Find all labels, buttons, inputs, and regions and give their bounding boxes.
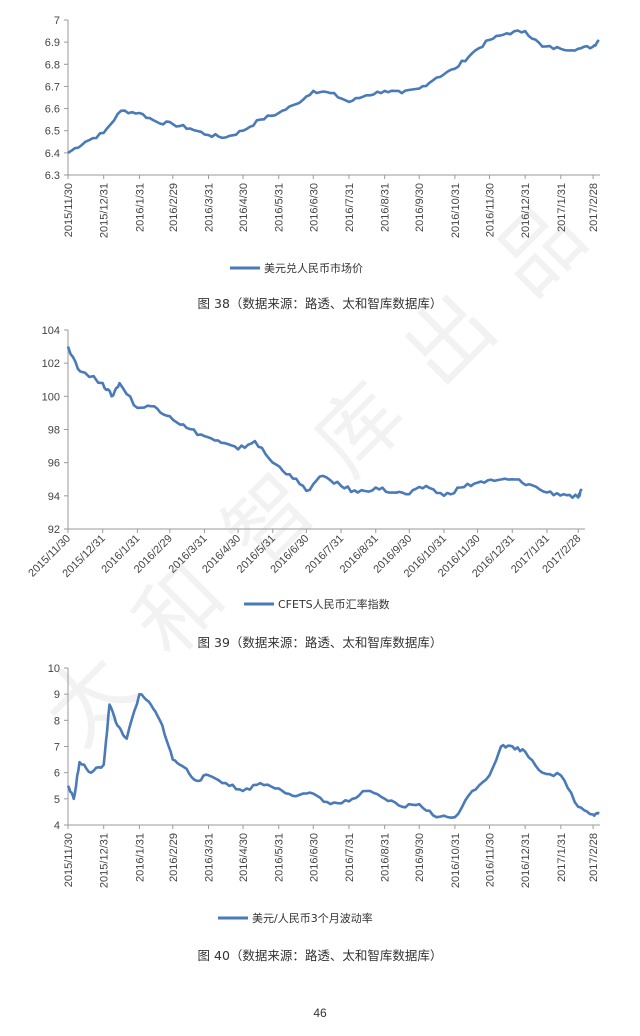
x-tick-label: 2016/9/30 — [414, 183, 426, 232]
y-tick-label: 6.4 — [45, 148, 60, 160]
x-tick-label: 2016/6/30 — [308, 833, 320, 882]
x-tick-label: 2016/3/31 — [203, 183, 215, 232]
y-tick-label: 8 — [54, 715, 60, 727]
y-tick-label: 92 — [48, 524, 60, 536]
y-tick-label: 7 — [54, 15, 60, 27]
x-tick-label: 2016/9/30 — [414, 833, 426, 882]
x-tick-label: 2015/12/31 — [99, 183, 111, 238]
x-tick-label: 2016/2/29 — [168, 833, 180, 882]
x-tick-label: 2016/4/30 — [238, 833, 250, 882]
series-line — [66, 346, 583, 499]
series-line — [67, 29, 600, 155]
y-tick-label: 9 — [54, 689, 60, 701]
x-tick-label: 2016/8/31 — [380, 833, 392, 882]
x-tick-label: 2016/8/31 — [380, 183, 392, 232]
x-tick-label: 2016/7/31 — [344, 833, 356, 882]
y-tick-label: 102 — [42, 358, 60, 370]
x-tick-label: 2016/1/31 — [134, 833, 146, 882]
y-tick-label: 6.7 — [45, 81, 60, 93]
page-number: 46 — [313, 1006, 327, 1020]
chart-usd-cny-rate: 6.3 6.4 6.5 6.6 6.7 6.8 6.9 7 2015/11/30 2015/12/… — [45, 15, 600, 275]
y-tick-label: 96 — [48, 458, 60, 470]
x-tick-label: 2016/10/31 — [450, 183, 462, 238]
x-tick-label: 2016/4/30 — [238, 183, 250, 232]
x-tick-label: 2016/7/31 — [344, 183, 356, 232]
chart-caption-40: 图 40（数据来源：路透、太和智库数据库） — [197, 948, 443, 963]
x-tick-label: 2016/5/31 — [274, 833, 286, 882]
series-line — [66, 692, 600, 819]
y-tick-label: 4 — [54, 820, 60, 832]
y-tick-label: 6.3 — [45, 170, 60, 182]
x-tick-label: 2015/11/30 — [63, 833, 75, 887]
x-tick-label: 2017/1/31 — [556, 833, 568, 882]
y-tick-label: 104 — [42, 325, 60, 337]
legend-label: 美元/人民币3个月波动率 — [252, 911, 373, 925]
y-tick-label: 6.8 — [45, 59, 60, 71]
y-tick-label: 6 — [54, 768, 60, 780]
x-tick-label: 2016/12/31 — [520, 183, 532, 238]
x-tick-label: 2016/2/29 — [168, 183, 180, 232]
chart-cfets-index: 929496981001021042015/11/302015/12/31201… — [26, 325, 585, 611]
y-tick-label: 6.5 — [45, 126, 60, 138]
x-tick-label: 2016/6/30 — [308, 183, 320, 232]
x-tick-label: 2016/10/31 — [450, 833, 462, 888]
x-tick-label: 2016/1/31 — [134, 183, 146, 232]
y-tick-label: 100 — [42, 391, 60, 403]
y-tick-label: 6.9 — [45, 37, 60, 49]
y-tick-label: 94 — [48, 491, 60, 503]
x-tick-label: 2016/11/30 — [484, 183, 496, 237]
x-tick-label: 2017/2/28 — [588, 833, 600, 882]
x-tick-label: 2016/5/31 — [274, 183, 286, 232]
x-tick-label: 2016/12/31 — [520, 833, 532, 888]
chart-caption-39: 图 39（数据来源：路透、太和智库数据库） — [197, 635, 443, 650]
x-tick-label: 2017/1/31 — [556, 183, 568, 232]
y-tick-label: 7 — [54, 742, 60, 754]
y-tick-label: 6.6 — [45, 104, 60, 116]
x-tick-label: 2015/12/31 — [99, 833, 111, 888]
x-tick-label: 2015/11/30 — [63, 183, 75, 237]
x-tick-label: 2016/3/31 — [203, 833, 215, 882]
x-tick-label: 2017/2/28 — [588, 183, 600, 232]
y-tick-label: 5 — [54, 794, 60, 806]
y-tick-label: 98 — [48, 425, 60, 437]
y-tick-label: 10 — [48, 663, 60, 675]
chart-usd-cny-volatility: 4 5 6 7 8 9 10 2015/11/30 2015/12/31 2016/1/31 201… — [48, 663, 600, 925]
chart-caption-38: 图 38（数据来源：路透、太和智库数据库） — [197, 296, 443, 311]
legend-label: CFETS人民币汇率指数 — [278, 597, 390, 611]
legend-label: 美元兑人民币市场价 — [264, 261, 363, 275]
x-tick-label: 2016/11/30 — [484, 833, 496, 887]
